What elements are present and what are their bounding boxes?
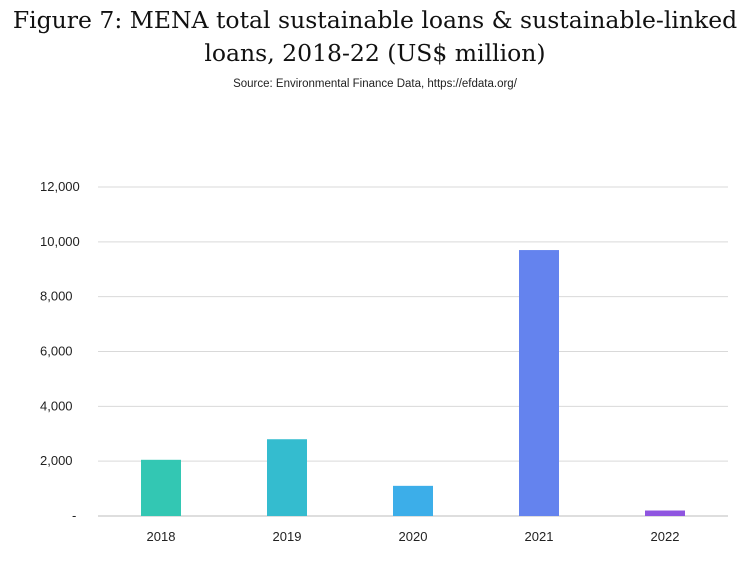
y-tick-label: 4,000 bbox=[40, 398, 73, 413]
chart-title: Figure 7: MENA total sustainable loans &… bbox=[0, 4, 750, 70]
bar-2018 bbox=[141, 459, 181, 516]
bar-2022 bbox=[645, 510, 685, 516]
x-tick-label: 2018 bbox=[147, 529, 176, 544]
x-tick-label: 2019 bbox=[273, 529, 302, 544]
y-tick-label: 12,000 bbox=[40, 179, 80, 194]
y-tick-label: - bbox=[72, 508, 76, 523]
bars bbox=[141, 250, 685, 516]
x-tick-label: 2021 bbox=[525, 529, 554, 544]
gridlines bbox=[98, 186, 728, 517]
y-tick-label: 6,000 bbox=[40, 344, 73, 359]
y-axis-ticks: - 2,000 4,000 6,000 8,000 10,000 12,000 bbox=[40, 179, 80, 523]
bar-2019 bbox=[267, 439, 307, 516]
y-tick-label: 2,000 bbox=[40, 453, 73, 468]
x-axis-ticks: 2018 2019 2020 2021 2022 bbox=[147, 529, 680, 544]
bar-2020 bbox=[393, 485, 433, 516]
x-tick-label: 2020 bbox=[399, 529, 428, 544]
chart-title-line-2: loans, 2018-22 (US$ million) bbox=[204, 39, 546, 67]
chart-source: Source: Environmental Finance Data, http… bbox=[233, 78, 517, 90]
y-tick-label: 10,000 bbox=[40, 234, 80, 249]
chart-title-line-1: Figure 7: MENA total sustainable loans &… bbox=[12, 6, 738, 34]
bar-2021 bbox=[519, 250, 559, 516]
y-tick-label: 8,000 bbox=[40, 289, 73, 304]
x-tick-label: 2022 bbox=[651, 529, 680, 544]
